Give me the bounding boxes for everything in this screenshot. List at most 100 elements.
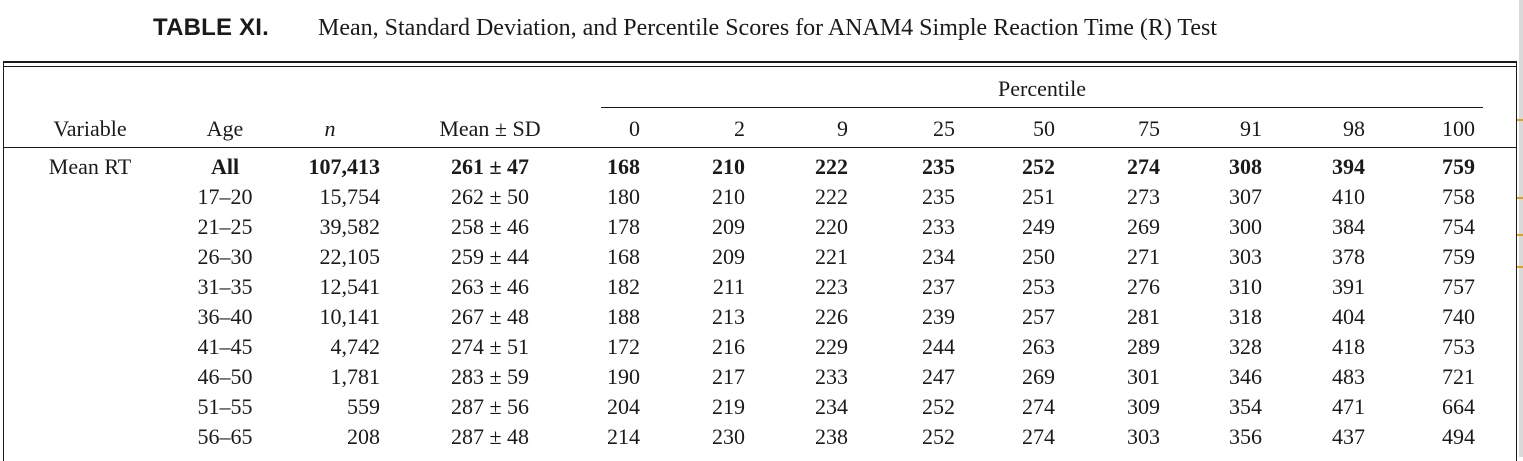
percentile-cell: 210 xyxy=(712,184,745,209)
column-header: 50 xyxy=(1033,116,1055,141)
percentile-cell: 253 xyxy=(1022,274,1055,299)
percentile-cell: 346 xyxy=(1229,364,1262,389)
percentile-cell: 233 xyxy=(815,364,848,389)
column-header: Variable xyxy=(53,116,127,141)
column-header: Age xyxy=(206,116,244,141)
edge-marker xyxy=(1517,119,1523,121)
mean-sd-cell: 287 ± 56 xyxy=(450,394,530,419)
percentile-cell: 354 xyxy=(1229,394,1262,419)
n-cell: 12,541 xyxy=(319,274,381,299)
percentile-cell: 757 xyxy=(1442,274,1475,299)
mean-sd-cell: 283 ± 59 xyxy=(450,364,530,389)
percentile-cell: 378 xyxy=(1332,244,1365,269)
percentile-cell: 664 xyxy=(1442,394,1475,419)
percentile-cell: 404 xyxy=(1332,304,1365,329)
mean-sd-cell: 263 ± 46 xyxy=(450,274,530,299)
percentile-cell: 247 xyxy=(922,364,955,389)
percentile-cell: 229 xyxy=(815,334,848,359)
percentile-cell: 234 xyxy=(815,394,848,419)
column-header: Mean ± SD xyxy=(439,116,541,141)
percentile-cell: 753 xyxy=(1442,334,1475,359)
column-header: 100 xyxy=(1442,116,1475,141)
column-header: 75 xyxy=(1138,116,1160,141)
percentile-cell: 740 xyxy=(1442,304,1475,329)
age-cell: 26–30 xyxy=(197,244,253,269)
percentile-cell: 182 xyxy=(607,274,640,299)
n-cell: 39,582 xyxy=(319,214,381,239)
percentile-cell: 759 xyxy=(1442,244,1475,269)
percentile-underline xyxy=(601,107,1483,108)
table-top-rule-1 xyxy=(3,61,1516,63)
percentile-cell: 300 xyxy=(1229,214,1262,239)
mean-sd-cell: 262 ± 50 xyxy=(450,184,530,209)
percentile-cell: 214 xyxy=(607,424,640,449)
age-cell: 46–50 xyxy=(197,364,253,389)
percentile-cell: 190 xyxy=(607,364,640,389)
n-cell: 22,105 xyxy=(319,244,381,269)
percentile-cell: 220 xyxy=(815,214,848,239)
percentile-cell: 758 xyxy=(1442,184,1475,209)
percentile-cell: 209 xyxy=(712,244,745,269)
percentile-cell: 394 xyxy=(1332,154,1365,179)
column-header: 9 xyxy=(837,116,848,141)
age-cell: 21–25 xyxy=(197,214,253,239)
percentile-cell: 239 xyxy=(922,304,955,329)
percentile-cell: 235 xyxy=(922,154,955,179)
percentile-cell: 252 xyxy=(1022,154,1055,179)
percentile-cell: 410 xyxy=(1332,184,1365,209)
table-frame xyxy=(3,61,1517,461)
percentile-cell: 418 xyxy=(1332,334,1365,359)
percentile-cell: 172 xyxy=(607,334,640,359)
n-cell: 107,413 xyxy=(308,154,381,179)
percentile-cell: 222 xyxy=(815,154,848,179)
percentile-cell: 273 xyxy=(1127,184,1160,209)
percentile-cell: 269 xyxy=(1022,364,1055,389)
column-header: 25 xyxy=(933,116,955,141)
percentile-cell: 754 xyxy=(1442,214,1475,239)
age-cell: 31–35 xyxy=(197,274,253,299)
percentile-cell: 308 xyxy=(1229,154,1262,179)
percentile-cell: 307 xyxy=(1229,184,1262,209)
percentile-cell: 301 xyxy=(1127,364,1160,389)
percentile-cell: 251 xyxy=(1022,184,1055,209)
mean-sd-cell: 261 ± 47 xyxy=(450,154,530,179)
percentile-cell: 309 xyxy=(1127,394,1160,419)
percentile-cell: 269 xyxy=(1127,214,1160,239)
percentile-cell: 238 xyxy=(815,424,848,449)
percentile-group-header: Percentile xyxy=(998,76,1086,101)
mean-sd-cell: 274 ± 51 xyxy=(450,334,530,359)
percentile-cell: 274 xyxy=(1022,394,1055,419)
percentile-cell: 250 xyxy=(1022,244,1055,269)
age-cell: 36–40 xyxy=(197,304,253,329)
age-cell: 51–55 xyxy=(197,394,253,419)
table-top-rule-2 xyxy=(3,66,1516,67)
percentile-cell: 204 xyxy=(607,394,640,419)
percentile-cell: 310 xyxy=(1229,274,1262,299)
percentile-cell: 759 xyxy=(1442,154,1475,179)
percentile-cell: 289 xyxy=(1127,334,1160,359)
n-cell: 559 xyxy=(347,394,380,419)
age-cell: 56–65 xyxy=(197,424,253,449)
edge-marker xyxy=(1517,234,1523,236)
percentile-cell: 226 xyxy=(815,304,848,329)
percentile-cell: 721 xyxy=(1442,364,1475,389)
percentile-cell: 209 xyxy=(712,214,745,239)
percentile-cell: 237 xyxy=(922,274,955,299)
n-cell: 4,742 xyxy=(330,334,381,359)
column-header: n xyxy=(324,116,336,141)
mean-sd-cell: 287 ± 48 xyxy=(450,424,530,449)
percentile-cell: 210 xyxy=(712,154,745,179)
percentile-cell: 483 xyxy=(1332,364,1365,389)
percentile-cell: 494 xyxy=(1442,424,1475,449)
percentile-cell: 216 xyxy=(712,334,745,359)
variable-cell: Mean RT xyxy=(48,154,132,179)
percentile-cell: 213 xyxy=(712,304,745,329)
n-cell: 15,754 xyxy=(319,184,381,209)
percentile-cell: 276 xyxy=(1127,274,1160,299)
edge-marker xyxy=(1517,266,1523,268)
percentile-cell: 233 xyxy=(922,214,955,239)
age-cell: All xyxy=(210,154,240,179)
table-caption: TABLE XI. Mean, Standard Deviation, and … xyxy=(0,12,1523,46)
column-header: 0 xyxy=(629,116,640,141)
percentile-cell: 437 xyxy=(1332,424,1365,449)
